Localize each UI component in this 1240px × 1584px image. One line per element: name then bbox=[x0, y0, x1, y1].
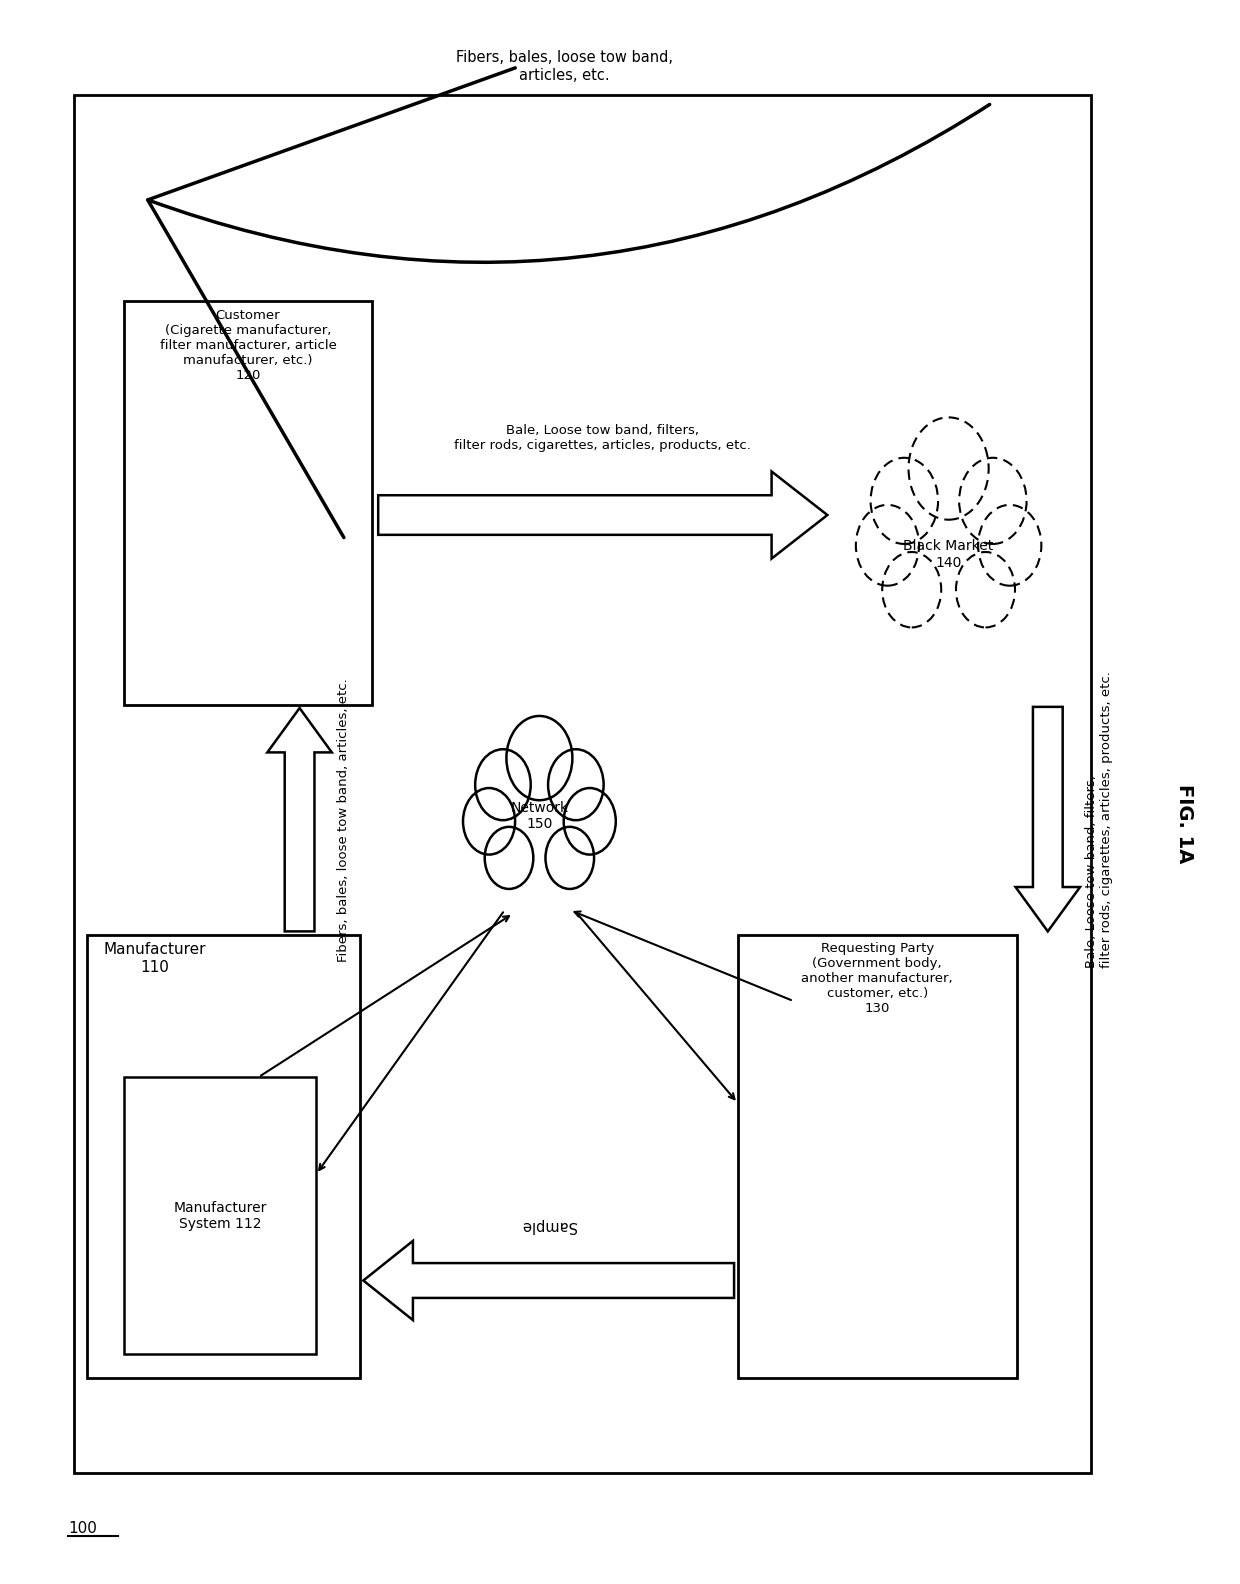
Polygon shape bbox=[268, 708, 332, 931]
Text: FIG. 1A: FIG. 1A bbox=[1174, 784, 1194, 863]
Bar bbox=[124, 1077, 316, 1354]
Text: Manufacturer
System 112: Manufacturer System 112 bbox=[174, 1201, 267, 1231]
Bar bbox=[738, 935, 1017, 1378]
Polygon shape bbox=[1016, 706, 1080, 931]
Text: 100: 100 bbox=[68, 1522, 97, 1536]
Circle shape bbox=[960, 458, 1027, 543]
Circle shape bbox=[564, 789, 616, 855]
Text: Sample: Sample bbox=[521, 1218, 577, 1232]
FancyArrowPatch shape bbox=[148, 68, 990, 537]
Bar bbox=[74, 95, 1091, 1473]
Circle shape bbox=[978, 505, 1042, 586]
Circle shape bbox=[856, 505, 919, 586]
Bar bbox=[124, 301, 372, 705]
Circle shape bbox=[546, 827, 594, 889]
Text: Customer
(Cigarette manufacturer,
filter manufacturer, article
manufacturer, etc: Customer (Cigarette manufacturer, filter… bbox=[160, 309, 336, 382]
Circle shape bbox=[506, 716, 573, 800]
Bar bbox=[87, 935, 360, 1378]
Circle shape bbox=[890, 464, 1007, 613]
Circle shape bbox=[870, 458, 939, 543]
Polygon shape bbox=[363, 1240, 734, 1319]
Polygon shape bbox=[378, 472, 827, 559]
Circle shape bbox=[548, 749, 604, 821]
Text: Bale, Loose tow band, filters,
filter rods, cigarettes, articles, products, etc.: Bale, Loose tow band, filters, filter ro… bbox=[454, 423, 751, 451]
Circle shape bbox=[882, 553, 941, 627]
Circle shape bbox=[485, 827, 533, 889]
Text: Fibers, bales, loose tow band, articles, etc.: Fibers, bales, loose tow band, articles,… bbox=[337, 678, 350, 961]
Circle shape bbox=[463, 789, 515, 855]
Text: Bale, Loose tow band, filters,
filter rods, cigarettes, articles, products, etc.: Bale, Loose tow band, filters, filter ro… bbox=[1085, 670, 1114, 968]
Circle shape bbox=[491, 756, 588, 878]
Text: Fibers, bales, loose tow band,
articles, etc.: Fibers, bales, loose tow band, articles,… bbox=[456, 51, 672, 82]
Text: Network
150: Network 150 bbox=[511, 800, 568, 832]
Circle shape bbox=[475, 749, 531, 821]
Text: Requesting Party
(Government body,
another manufacturer,
customer, etc.)
130: Requesting Party (Government body, anoth… bbox=[801, 942, 954, 1015]
Circle shape bbox=[909, 417, 988, 520]
Circle shape bbox=[956, 553, 1016, 627]
Text: Manufacturer
110: Manufacturer 110 bbox=[104, 942, 206, 974]
Text: Black Market
140: Black Market 140 bbox=[904, 539, 993, 570]
